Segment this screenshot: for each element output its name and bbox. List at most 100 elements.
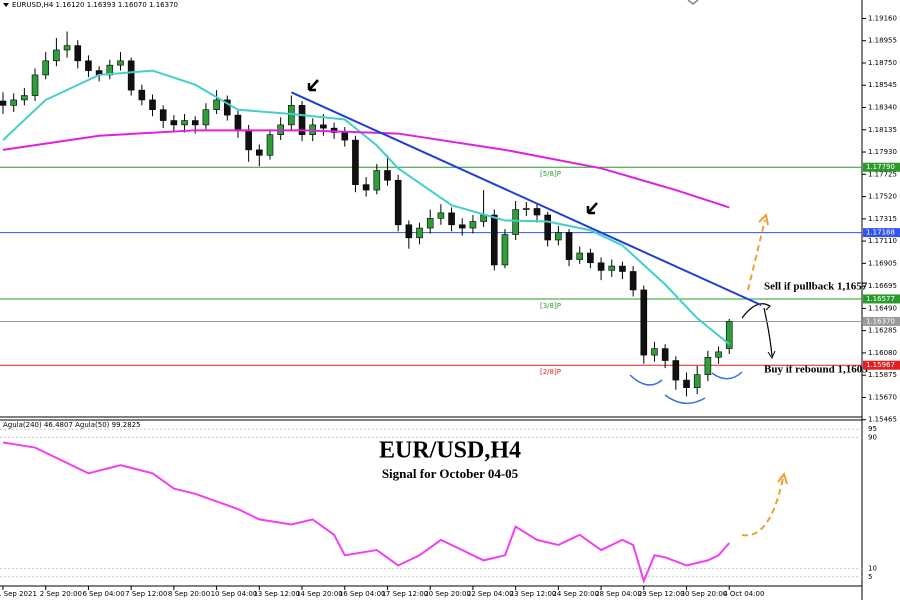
x-tick-label: 30 Sep 20:00 xyxy=(681,590,728,598)
projection-arrow xyxy=(741,477,784,537)
candle-body xyxy=(469,221,477,229)
x-tick-label: 1 Sep 2021 xyxy=(0,590,37,598)
annotation: Buy if rebound 1,1605 xyxy=(764,364,868,376)
candle-body xyxy=(426,217,434,229)
candle-body xyxy=(608,265,616,271)
chart-title: EUR/USD,H4 xyxy=(379,438,521,464)
y-tick-label: 1.15465 xyxy=(868,416,897,424)
y-tick-label: 1.17930 xyxy=(868,148,897,156)
price-tag-label: 1.16577 xyxy=(866,295,895,303)
candle-body xyxy=(629,271,637,291)
scroll-marker xyxy=(687,0,699,5)
candle-body xyxy=(693,374,701,388)
pointer-arrow xyxy=(307,79,319,92)
y-tick-label: 1.18955 xyxy=(868,37,897,45)
candle-body xyxy=(523,208,530,210)
candle-body xyxy=(223,99,231,116)
candle-body xyxy=(725,321,733,349)
candle-body xyxy=(394,179,402,226)
candle-body xyxy=(672,360,680,381)
symbol-header: EURUSD,H4 1.16120 1.16393 1.16070 1.1637… xyxy=(12,1,178,9)
moving-average xyxy=(2,69,730,346)
chart-subtitle: Signal for October 04-05 xyxy=(382,466,519,481)
candle-body xyxy=(10,99,17,106)
candle-body xyxy=(266,134,274,156)
y-tick-label: 1.16905 xyxy=(868,259,897,267)
candle-body xyxy=(362,184,370,191)
y-tick-label: 1.18545 xyxy=(868,81,897,89)
candle-body xyxy=(74,45,82,62)
candle-body xyxy=(704,356,712,375)
price-tag-label: 1.16370 xyxy=(866,317,895,325)
menu-triangle xyxy=(3,3,9,7)
candle-body xyxy=(501,234,509,266)
level-name: [5/8]P xyxy=(540,170,561,178)
arrow-head xyxy=(767,350,776,360)
candle-body xyxy=(661,348,669,361)
candle-body xyxy=(565,232,573,260)
y-tick-label: 5 xyxy=(868,573,872,581)
level-name: [3/8]P xyxy=(540,302,561,310)
arrow-head xyxy=(758,212,769,226)
price-tag-label: 1.17188 xyxy=(866,229,895,237)
x-tick-label: 14 Sep 20:00 xyxy=(296,590,343,598)
candle-body xyxy=(587,252,594,264)
candle-body xyxy=(619,265,626,272)
candle-body xyxy=(256,149,263,156)
annotation: Sell if pullback 1,1657 xyxy=(764,281,868,293)
y-tick-label: 1.16285 xyxy=(868,327,897,335)
price-tag xyxy=(863,316,900,326)
candle-body xyxy=(544,214,551,241)
candle-body xyxy=(0,100,7,106)
candle-body xyxy=(298,105,306,135)
x-tick-label: 8 Sep 20:00 xyxy=(168,590,210,598)
candle-body xyxy=(21,95,28,101)
candle-body xyxy=(512,209,519,235)
candle-body xyxy=(683,379,690,388)
candle-body xyxy=(320,124,327,129)
candle-body xyxy=(159,109,167,121)
candle-body xyxy=(31,74,39,96)
level-name: [2/8]P xyxy=(540,368,561,376)
candle-body xyxy=(373,170,381,191)
decorations xyxy=(307,79,788,537)
y-tick-label: 1.17725 xyxy=(868,170,897,178)
candle-body xyxy=(245,130,252,151)
candle-body xyxy=(555,232,562,241)
x-tick-label: 6 Sep 04:00 xyxy=(82,590,124,598)
x-tick-label: 16 Sep 04:00 xyxy=(339,590,386,598)
candle-body xyxy=(597,262,605,271)
y-tick-label: 1.17110 xyxy=(868,237,897,245)
x-tick-label: 17 Sep 12:00 xyxy=(381,590,428,598)
moving-average xyxy=(2,129,730,209)
y-tick-label: 1.15670 xyxy=(868,393,897,401)
arrow-head xyxy=(764,303,771,311)
y-tick-label: 1.18340 xyxy=(868,104,897,112)
x-tick-label: 7 Sep 12:00 xyxy=(125,590,167,598)
y-tick-label: 1.16490 xyxy=(868,304,897,312)
projection-arrow xyxy=(747,219,766,291)
candle-body xyxy=(149,99,156,110)
candle-body xyxy=(85,60,92,71)
x-tick-label: 20 Sep 20:00 xyxy=(424,590,471,598)
price-tag xyxy=(863,162,900,172)
candle-body xyxy=(640,289,648,356)
candle-body xyxy=(341,132,349,141)
oscillator-line xyxy=(2,441,730,584)
x-tick-label: 4 Oct 04:00 xyxy=(723,590,764,598)
y-tick-label: 90 xyxy=(868,433,877,441)
pattern-arc xyxy=(629,374,663,386)
x-tick-label: 10 Sep 04:00 xyxy=(211,590,258,598)
candle-body xyxy=(352,139,359,185)
y-tick-label: 1.18135 xyxy=(868,126,897,134)
pattern-arc xyxy=(711,371,743,380)
trend-line xyxy=(290,91,762,307)
x-tick-label: 28 Sep 04:00 xyxy=(595,590,642,598)
candle-body xyxy=(533,208,541,216)
candle-body xyxy=(576,252,584,260)
candle-body xyxy=(53,49,60,62)
candle-body xyxy=(191,120,199,126)
candle-body xyxy=(234,114,242,131)
x-tick-label: 24 Sep 20:00 xyxy=(552,590,599,598)
